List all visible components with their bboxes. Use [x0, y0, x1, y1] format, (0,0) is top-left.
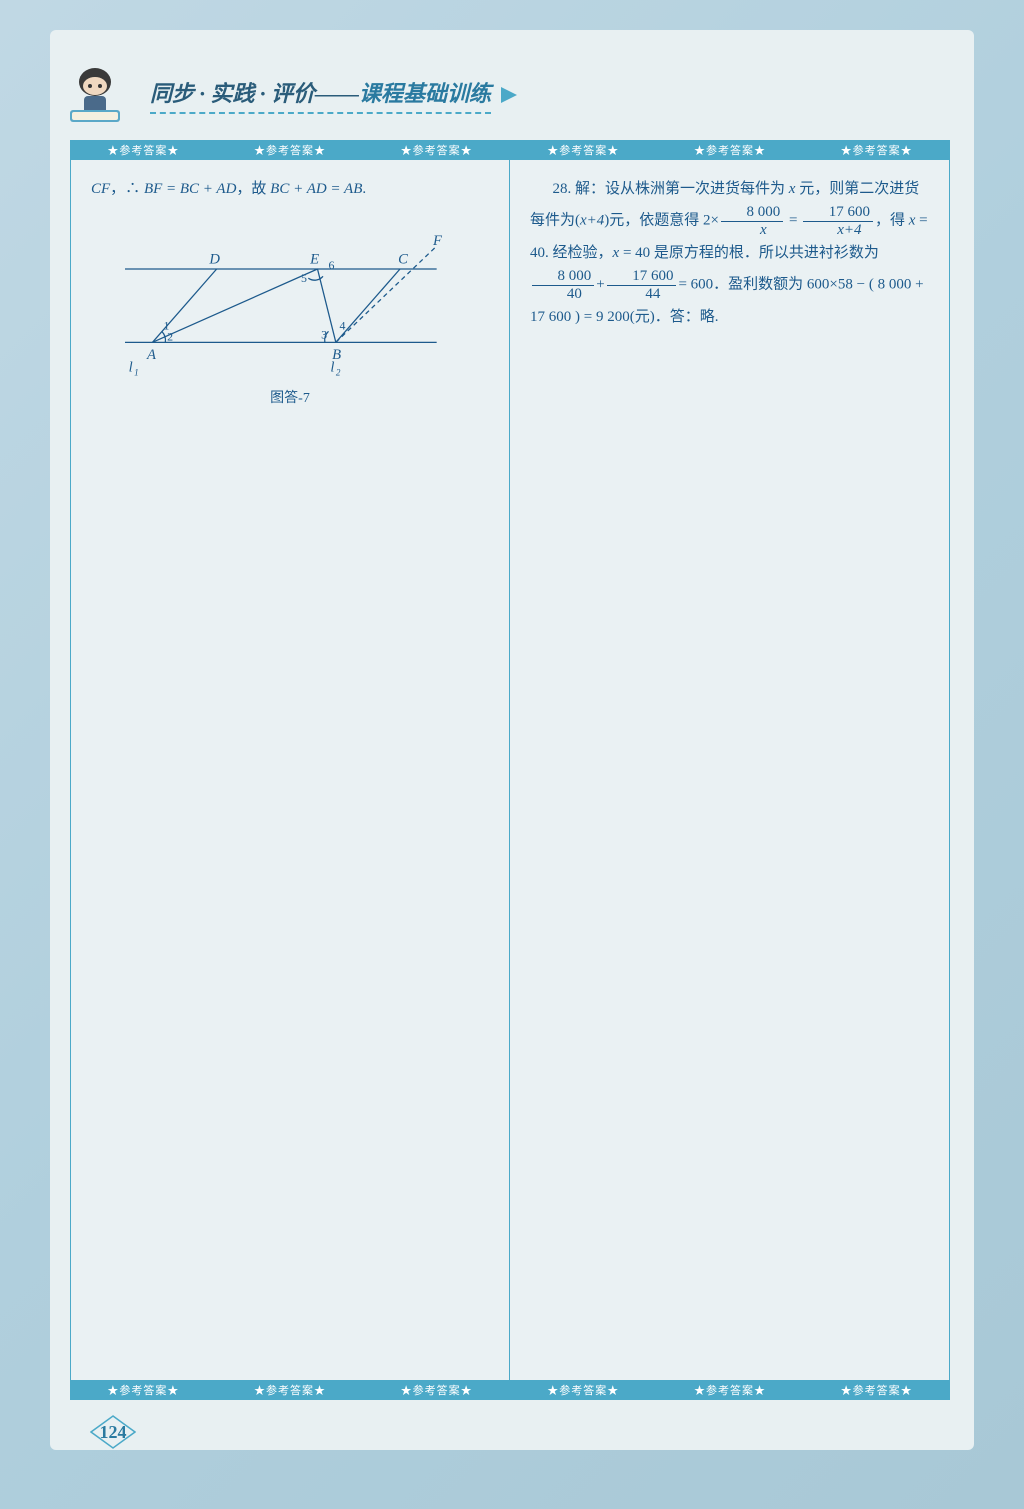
banner-item: ★参考答案★: [841, 142, 913, 158]
banner-item: ★参考答案★: [254, 1382, 326, 1398]
solution-text: 28. 解：设从株洲第一次进货每件为 x 元，则第二次进货每件为(x+4)元，依…: [530, 174, 929, 332]
svg-text:2: 2: [336, 367, 341, 377]
text-fragment: 是原方程的根．所以共进衬衫数为: [650, 245, 879, 261]
banner-item: ★参考答案★: [547, 1382, 619, 1398]
text-fragment: ，故: [236, 181, 270, 197]
svg-text:D: D: [208, 252, 220, 268]
page-header: 同步 · 实践 · 评价——课程基础训练: [60, 60, 960, 130]
denominator: x: [721, 222, 783, 239]
fraction: 8 00040: [532, 268, 594, 302]
svg-text:6: 6: [329, 258, 335, 272]
title-prefix: 同步 · 实践 · 评价——: [150, 81, 359, 106]
svg-text:4: 4: [340, 319, 346, 333]
svg-text:3: 3: [321, 328, 327, 342]
title-accent: 课程基础训练: [359, 81, 491, 106]
denominator: x+4: [803, 222, 873, 239]
bottom-banner: ★参考答案★ ★参考答案★ ★参考答案★ ★参考答案★ ★参考答案★ ★参考答案…: [70, 1380, 950, 1400]
svg-text:C: C: [398, 252, 408, 268]
banner-item: ★参考答案★: [107, 1382, 179, 1398]
svg-text:A: A: [146, 347, 156, 363]
text-fragment: )元，依题意得 2×: [604, 212, 719, 228]
svg-text:1: 1: [134, 367, 139, 377]
question-number: 28.: [553, 181, 572, 197]
denominator: 44: [607, 286, 677, 303]
banner-item: ★参考答案★: [401, 142, 473, 158]
svg-text:F: F: [432, 233, 443, 249]
text-fragment: .: [362, 181, 366, 197]
banner-item: ★参考答案★: [401, 1382, 473, 1398]
text-fragment: ，∴: [110, 181, 144, 197]
text-fragment: CF: [91, 181, 110, 197]
fraction: 8 000x: [721, 204, 783, 238]
fraction: 17 60044: [607, 268, 677, 302]
arrow-icon: [501, 87, 517, 103]
svg-text:5: 5: [301, 271, 307, 285]
page-number-badge: 124: [90, 1415, 136, 1449]
left-text-line: CF，∴ BF = BC + AD，故 BC + AD = AB.: [91, 174, 489, 204]
banner-item: ★参考答案★: [254, 142, 326, 158]
diagram-svg: A B C D E F l1 l2 1 2 3 4 5 6: [125, 214, 455, 379]
banner-item: ★参考答案★: [841, 1382, 913, 1398]
banner-item: ★参考答案★: [694, 142, 766, 158]
top-banner: ★参考答案★ ★参考答案★ ★参考答案★ ★参考答案★ ★参考答案★ ★参考答案…: [70, 140, 950, 160]
svg-text:l: l: [129, 360, 133, 376]
text-fragment: = 40: [619, 245, 650, 261]
numerator: 8 000: [721, 204, 783, 222]
left-column: CF，∴ BF = BC + AD，故 BC + AD = AB. A: [71, 160, 510, 1380]
svg-text:l: l: [330, 360, 334, 376]
fraction: 17 600x+4: [803, 204, 873, 238]
banner-item: ★参考答案★: [694, 1382, 766, 1398]
text-fragment: 解：设从株洲第一次进货每件为: [571, 181, 789, 197]
svg-text:E: E: [309, 252, 319, 268]
banner-item: ★参考答案★: [107, 142, 179, 158]
equals: =: [785, 212, 801, 228]
denominator: 40: [532, 286, 594, 303]
page-title: 同步 · 实践 · 评价——课程基础训练: [150, 76, 491, 114]
plus: +: [596, 276, 604, 292]
numerator: 17 600: [803, 204, 873, 222]
banner-item: ★参考答案★: [547, 142, 619, 158]
math-expr: BC + AD = AB: [270, 181, 362, 197]
right-column: 28. 解：设从株洲第一次进货每件为 x 元，则第二次进货每件为(x+4)元，依…: [510, 160, 949, 1380]
page-number: 124: [100, 1422, 127, 1443]
geometry-diagram: A B C D E F l1 l2 1 2 3 4 5 6: [91, 214, 489, 413]
svg-text:2: 2: [167, 330, 173, 344]
text-fragment: ，得: [875, 212, 909, 228]
content-frame: CF，∴ BF = BC + AD，故 BC + AD = AB. A: [70, 160, 950, 1380]
diagram-caption: 图答-7: [270, 385, 310, 413]
numerator: 17 600: [607, 268, 677, 286]
math-expr: x+4: [580, 212, 604, 228]
mascot-icon: [60, 60, 130, 130]
numerator: 8 000: [532, 268, 594, 286]
text-fragment: . 经检验，: [545, 245, 613, 261]
math-expr: BF = BC + AD: [144, 181, 236, 197]
